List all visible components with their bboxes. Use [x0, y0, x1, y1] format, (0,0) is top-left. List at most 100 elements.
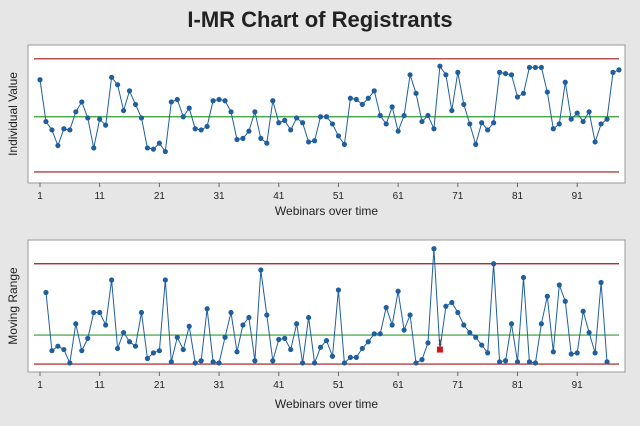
individual-data-point [365, 95, 371, 101]
moving-range-x-tick-label: 71 [452, 380, 464, 391]
individual-data-point [162, 148, 168, 155]
moving-range-data-point [216, 360, 222, 366]
individual-data-point [222, 98, 228, 104]
moving-range-plot-area [27, 239, 626, 373]
individual-x-tick-label: 31 [214, 191, 226, 202]
individual-data-point [496, 69, 503, 75]
individual-data-point [258, 135, 264, 141]
individual-data-point [55, 142, 61, 149]
individual-data-point [103, 122, 109, 128]
individual-data-point [425, 112, 431, 119]
individual-data-point [132, 101, 139, 108]
individual-data-point [407, 72, 413, 78]
individual-data-point [174, 96, 180, 103]
moving-range-data-point [467, 329, 473, 336]
moving-range-data-point [300, 360, 306, 366]
individual-data-point [437, 63, 443, 69]
individual-data-point [473, 141, 479, 147]
moving-range-data-point [586, 329, 592, 336]
moving-range-out-of-control-label: 1 [438, 340, 442, 347]
moving-range-data-point [317, 344, 324, 350]
moving-range-data-point [502, 358, 509, 364]
moving-range-xlabel: Webinars over time [275, 397, 378, 411]
moving-range-data-point [114, 345, 121, 352]
individual-data-point [150, 146, 157, 152]
moving-range-data-point [544, 293, 550, 299]
individual-data-point [192, 126, 198, 132]
moving-range-data-point [61, 346, 67, 353]
moving-range-data-point [204, 306, 210, 312]
moving-range-data-point [562, 298, 568, 304]
individual-data-point [532, 64, 539, 71]
individual-data-point [610, 69, 616, 75]
individual-data-point [544, 89, 550, 95]
moving-range-out-of-control-point [436, 346, 443, 353]
individual-data-point [508, 72, 515, 78]
individual-data-point [574, 110, 580, 116]
moving-range-data-point [120, 329, 127, 336]
moving-range-data-point [485, 350, 491, 356]
individual-data-point [264, 140, 270, 146]
individual-data-point [377, 112, 383, 119]
individual-data-point [156, 140, 162, 146]
moving-range-data-point [383, 304, 389, 311]
moving-range-data-point [419, 357, 425, 363]
moving-range-data-point [461, 322, 467, 328]
moving-range-data-point [91, 309, 97, 316]
individual-data-point [73, 109, 79, 115]
individual-data-point [413, 90, 419, 96]
individual-x-tick-label: 1 [37, 191, 43, 202]
individual-data-point [311, 138, 318, 144]
individual-x-tick-label: 91 [572, 191, 584, 202]
moving-range-data-point [174, 334, 180, 340]
moving-range-data-point [359, 345, 365, 352]
individual-data-point [109, 74, 115, 80]
moving-range-data-point [288, 346, 294, 353]
individual-data-point [395, 128, 401, 134]
individual-data-point [371, 88, 377, 94]
moving-range-data-point [496, 359, 503, 365]
moving-range-x-tick-label: 41 [273, 380, 285, 391]
moving-range-data-point [186, 323, 192, 329]
individual-ylabel: Individual Value [6, 72, 20, 156]
moving-range-data-point [526, 359, 533, 365]
moving-range-data-point [323, 338, 330, 344]
moving-range-data-point [282, 335, 288, 341]
moving-range-data-point [514, 359, 521, 365]
moving-range-data-point [407, 312, 413, 318]
moving-range-data-point [389, 322, 395, 328]
individual-data-point [341, 141, 348, 147]
moving-range-data-point [604, 359, 610, 365]
individual-data-point [138, 115, 145, 121]
individual-data-point [67, 127, 73, 133]
individual-x-tick-label: 21 [154, 191, 166, 202]
moving-range-data-point [568, 351, 574, 357]
individual-data-point [126, 88, 133, 94]
moving-range-data-point [455, 309, 461, 316]
moving-range-data-point [162, 277, 168, 283]
moving-range-data-point [425, 340, 431, 346]
moving-range-data-point [144, 355, 151, 362]
moving-range-data-point [365, 339, 371, 345]
individual-data-point [276, 120, 282, 126]
moving-range-data-point [491, 261, 497, 267]
individual-data-point [514, 94, 521, 100]
moving-range-data-point [574, 350, 580, 356]
individual-xlabel: Webinars over time [275, 204, 378, 218]
moving-range-data-point [67, 360, 73, 366]
moving-range-data-point [479, 342, 485, 348]
individual-x-tick-label: 81 [512, 191, 524, 202]
moving-range-data-point [73, 321, 79, 327]
moving-range-data-point [532, 360, 539, 366]
moving-range-data-point [449, 299, 455, 306]
moving-range-data-point [240, 322, 246, 328]
moving-range-x-tick-label: 11 [94, 380, 105, 391]
individual-data-point [353, 96, 359, 103]
moving-range-data-point [192, 360, 198, 366]
individual-x-tick-label: 41 [273, 191, 285, 202]
moving-range-data-point [431, 246, 437, 252]
individual-data-point [389, 104, 395, 110]
